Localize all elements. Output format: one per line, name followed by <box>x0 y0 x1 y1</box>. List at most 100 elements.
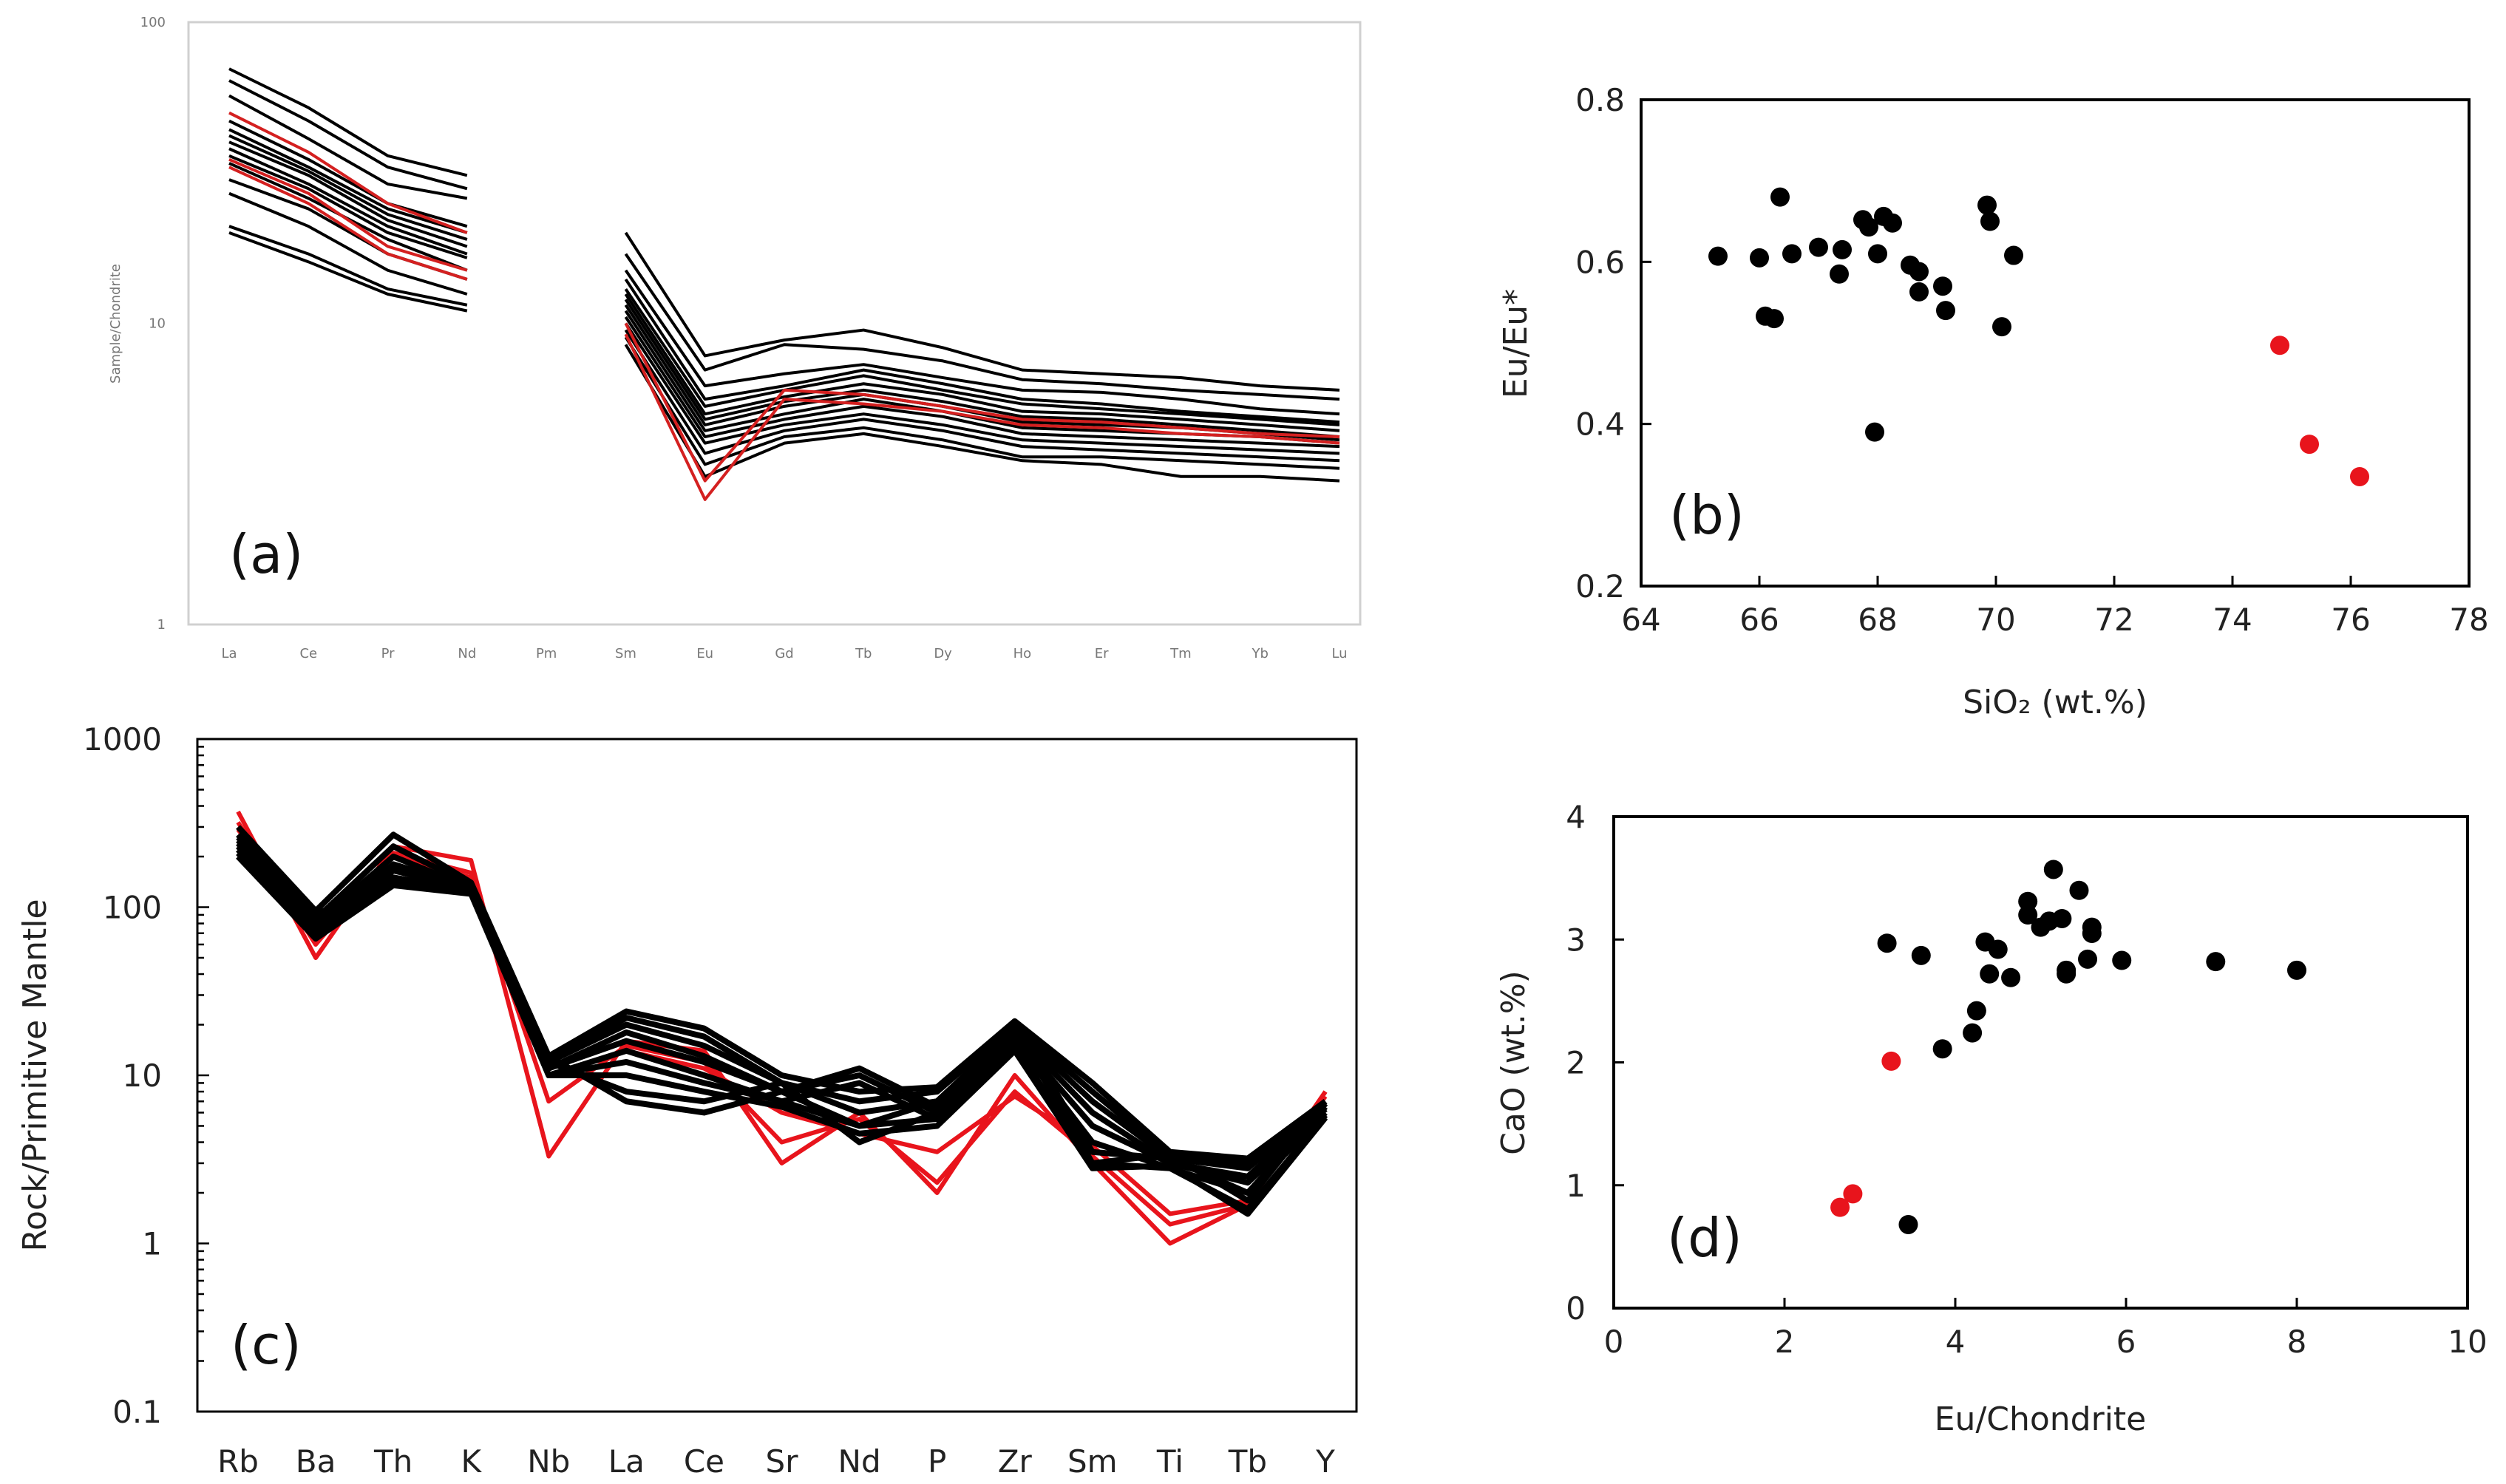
panel-a-series-line <box>624 269 1340 416</box>
panel-a-series-line <box>228 157 468 272</box>
panel-c-x-tick-label: La <box>608 1443 645 1480</box>
panel-c-series-line <box>236 825 1328 1162</box>
panel-b-point-black <box>1980 211 2000 231</box>
panel-b-x-axis-label: SiO₂ (wt.%) <box>1963 684 2147 721</box>
panel-b-point-black <box>1782 244 1802 264</box>
panel-b-point-black <box>1909 262 1929 282</box>
panel-c-label: (c) <box>231 1314 302 1376</box>
panel-d-y-tick-label: 3 <box>1566 922 1586 958</box>
panel-b-x-tick-label: 72 <box>2094 602 2133 638</box>
panel-a-series-line <box>228 111 468 234</box>
panel-b-point-black <box>1933 276 1952 296</box>
panel-d-y-tick-label: 2 <box>1566 1045 1586 1081</box>
panel-b-point-black <box>1865 422 1884 442</box>
panel-a-series-line <box>624 299 1340 439</box>
panel-a-series-line <box>624 278 1340 424</box>
panel-d-x-tick-label: 4 <box>1946 1324 1966 1360</box>
panel-c-spider-primitive-mantle: 0.1 1 10 100 1000 Rb Ba Th K Nb La Ce Sr Nd P Zr Sm Ti Tb Y… <box>16 721 1358 1480</box>
panel-a-x-tick-label: Gd <box>775 646 793 661</box>
panel-a-series-line <box>228 67 468 177</box>
panel-a-series-line <box>228 79 468 191</box>
panel-c-series-line <box>236 844 1328 1186</box>
panel-b-point-black <box>1765 309 1784 329</box>
panel-d-x-tick-label: 2 <box>1775 1324 1795 1360</box>
panel-b-y-tick-label: 0.2 <box>1575 568 1625 605</box>
panel-c-y-tick-label: 1 <box>142 1226 162 1262</box>
panel-b-point-black <box>1708 246 1728 266</box>
panel-a-x-tick-label: Lu <box>1331 646 1347 661</box>
panel-a-series-line <box>624 293 1340 432</box>
panel-d-point-black <box>1966 1001 1986 1021</box>
panel-d-point-black <box>1963 1023 1983 1043</box>
panel-a-x-tick-label: Yb <box>1252 646 1269 661</box>
panel-a-y-axis-label: Sample/Chondrite <box>108 264 123 384</box>
panel-c-series-line <box>236 835 1328 1204</box>
panel-d-x-axis-label: Eu/Chondrite <box>1935 1400 2147 1438</box>
panel-d-point-black <box>1988 939 2008 959</box>
panel-d-y-tick-label: 4 <box>1566 799 1586 835</box>
panel-b-frame <box>1640 98 2471 588</box>
panel-d-x-tick-label: 6 <box>2116 1324 2136 1360</box>
panel-b-x-tick-label: 74 <box>2213 602 2252 638</box>
panel-a-series-line <box>624 322 1340 483</box>
panel-b-point-red <box>2300 435 2319 455</box>
panel-d-point-black <box>2112 950 2132 970</box>
panel-a-x-tick-label: Nd <box>458 646 476 661</box>
panel-d-point-red <box>1843 1184 1863 1204</box>
panel-b-y-tick-label: 0.4 <box>1575 406 1625 443</box>
panel-d-point-black <box>1877 933 1897 953</box>
panel-c-x-tick-label: Nb <box>527 1443 570 1480</box>
panel-b-point-black <box>1859 217 1878 237</box>
panel-c-y-axis-label: Rock/Primitive Mantle <box>16 899 54 1251</box>
panel-a-y-tick-label: 1 <box>157 617 166 633</box>
panel-a-x-tick-label: Tm <box>1169 646 1192 661</box>
panel-a-series-line <box>228 94 468 200</box>
panel-c-x-tick-label: Y <box>1315 1443 1335 1480</box>
panel-d-point-black <box>2043 860 2063 879</box>
panel-a-series-line <box>228 134 468 241</box>
panel-d-frame <box>1612 815 2469 1310</box>
panel-b-point-black <box>1770 187 1790 207</box>
panel-b-point-red <box>2350 466 2369 486</box>
panel-c-x-tick-label: Ba <box>296 1443 336 1480</box>
panel-d-point-black <box>2018 905 2038 925</box>
panel-b-point-red <box>2270 336 2289 355</box>
panel-a-x-tick-label: Ho <box>1013 646 1032 661</box>
panel-d-cao-vs-eu: 0 1 2 3 4 0 2 4 6 8 10 Eu/Chondrite CaO (wt.%) (d) <box>1495 799 2488 1438</box>
panel-a-y-tick-label: 10 <box>149 316 166 332</box>
panel-b-label: (b) <box>1669 484 1745 546</box>
panel-b-point-black <box>1830 264 1849 284</box>
panel-d-point-black <box>2001 967 2021 987</box>
panel-d-point-black <box>2057 964 2077 984</box>
panel-c-x-tick-label: Rb <box>217 1443 259 1480</box>
panel-c-x-tick-label: Ce <box>684 1443 724 1480</box>
panel-c-x-tick-label: Sr <box>766 1443 799 1480</box>
panel-d-x-tick-label: 8 <box>2287 1324 2307 1360</box>
panel-b-x-tick-label: 64 <box>1621 602 1660 638</box>
panel-a-series-line <box>624 316 1340 449</box>
panel-b-x-tick-label: 76 <box>2331 602 2370 638</box>
panel-c-x-tick-label: Th <box>373 1443 412 1480</box>
panel-a-x-tick-label: La <box>221 646 237 661</box>
panel-c-series-line <box>236 854 1328 1217</box>
panel-a-series-line <box>228 147 468 256</box>
panel-a-label: (a) <box>229 523 303 585</box>
panel-d-point-red <box>1830 1197 1850 1217</box>
panel-a-series-line <box>228 154 468 259</box>
panel-c-series-line <box>236 828 1328 1216</box>
panel-a-x-tick-label: Eu <box>696 646 713 661</box>
panel-a-series-line <box>228 140 468 248</box>
panel-c-series-line <box>236 841 1328 1180</box>
panel-b-point-black <box>1936 301 1955 321</box>
panel-a-series-line <box>624 287 1340 426</box>
panel-a-y-tick-label: 100 <box>140 15 166 30</box>
panel-a-x-tick-label: Ce <box>299 646 317 661</box>
panel-d-point-black <box>2069 880 2089 900</box>
panel-c-x-tick-label: Nd <box>838 1443 881 1480</box>
panel-d-y-tick-label: 0 <box>1566 1290 1586 1327</box>
panel-a-series-line <box>228 225 468 307</box>
panel-c-y-tick-label: 10 <box>123 1058 162 1094</box>
panel-a-ree-chondrite: 1 10 100 La Ce Pr Nd Pm Sm Eu Gd Tb Dy Ho Er Tm Yb Lu Sam… <box>108 15 1362 661</box>
panel-a-x-tick-label: Sm <box>615 646 636 661</box>
